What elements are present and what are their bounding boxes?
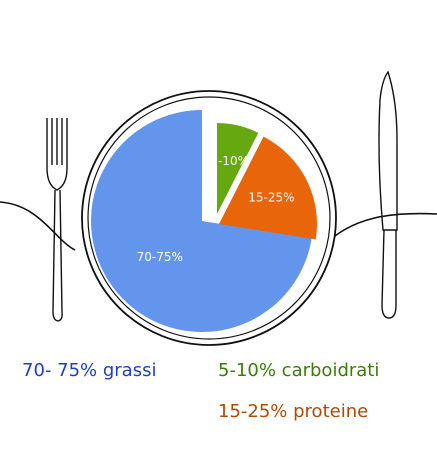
- slice-carbohydrate: [217, 123, 259, 214]
- slice-protein: [219, 136, 317, 240]
- legend-fat: 70- 75% grassi: [22, 360, 157, 381]
- knife-icon: [378, 70, 398, 319]
- pie-chart: 70-75% 5-10% 15-25%: [90, 110, 317, 332]
- slice-label-protein: 15-25%: [248, 190, 294, 204]
- plate-inner-rim: [87, 96, 331, 340]
- fork-icon: [46, 118, 68, 322]
- slice-fat: [90, 110, 312, 332]
- legend-carbohydrate: 5-10% carboidrati: [218, 360, 380, 381]
- slice-label-fat: 70-75%: [137, 250, 183, 264]
- legend-protein: 15-25% proteine: [218, 401, 369, 422]
- slice-label-carbohydrate: 5-10%: [210, 154, 249, 168]
